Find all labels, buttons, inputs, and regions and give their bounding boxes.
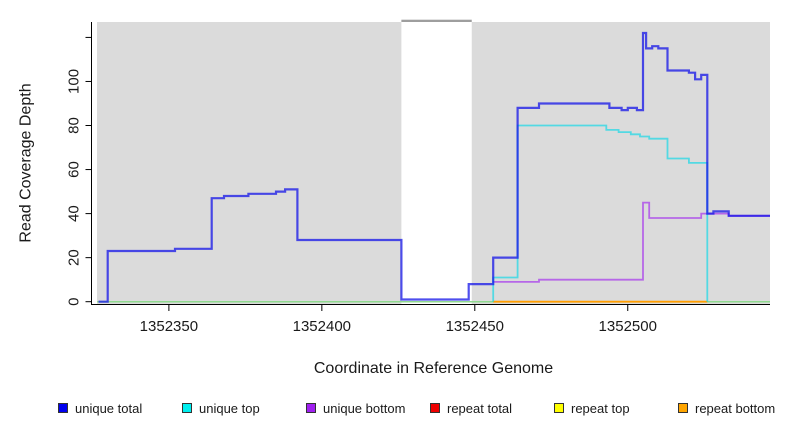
legend-item-repeat-bottom: repeat bottom <box>678 399 775 417</box>
shaded-region-1 <box>97 22 402 305</box>
legend-item-unique-top: unique top <box>182 399 260 417</box>
legend-swatch-repeat-total <box>430 403 440 413</box>
legend-swatch-unique-bottom <box>306 403 316 413</box>
legend-item-unique-total: unique total <box>58 399 142 417</box>
axes <box>85 22 770 311</box>
x-tick-label: 1352500 <box>599 318 657 335</box>
x-tick-label: 1352400 <box>293 318 351 335</box>
x-tick-label: 1352450 <box>446 318 504 335</box>
legend-label-unique-bottom: unique bottom <box>323 400 406 416</box>
legend: unique total unique top unique bottom repea… <box>0 399 792 419</box>
gap-top-bar <box>401 19 472 22</box>
legend-item-unique-bottom: unique bottom <box>306 399 405 417</box>
y-tick-label: 100 <box>65 69 82 94</box>
legend-label-repeat-top: repeat top <box>571 400 630 416</box>
series-unique-total <box>98 31 770 303</box>
legend-swatch-repeat-top <box>554 403 564 413</box>
y-tick-label: 40 <box>65 205 82 222</box>
series-unique-top <box>492 124 709 302</box>
legend-item-repeat-top: repeat top <box>554 399 630 417</box>
legend-label-unique-total: unique total <box>75 400 143 416</box>
legend-label-repeat-bottom: repeat bottom <box>695 400 776 416</box>
y-axis-title: Read Coverage Depth <box>17 83 35 243</box>
x-axis-title: Coordinate in Reference Genome <box>313 360 554 377</box>
legend-swatch-unique-top <box>182 403 192 413</box>
y-tick-label: 60 <box>65 161 82 178</box>
y-tick-label: 80 <box>65 117 82 134</box>
legend-label-repeat-total: repeat total <box>447 400 513 416</box>
legend-item-repeat-total: repeat total <box>430 399 512 417</box>
x-tick-label: 1352350 <box>140 318 198 335</box>
shaded-region-2 <box>471 22 770 305</box>
legend-swatch-repeat-bottom <box>678 403 688 413</box>
y-tick-label: 0 <box>65 298 82 306</box>
legend-swatch-unique-total <box>58 403 68 413</box>
y-tick-label: 20 <box>65 249 82 266</box>
legend-label-unique-top: unique top <box>199 400 260 416</box>
chart-canvas: 0 20 40 60 80 100 1352350 1352400 1352450 1352500 <box>65 19 770 335</box>
